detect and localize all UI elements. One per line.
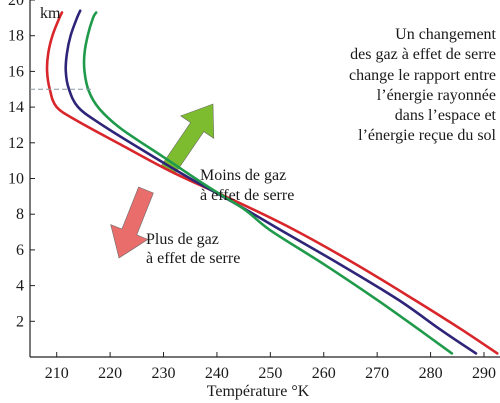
annotation-plus-line-1: Plus de gaz [146, 231, 219, 248]
x-tick-label: 280 [419, 365, 443, 382]
y-tick-label: 16 [8, 63, 24, 80]
note-line-3: change le rapport entre [349, 67, 496, 84]
series-line-1 [45, 11, 499, 355]
note-line-1: Un changement [395, 26, 496, 43]
arrow-moins-icon [160, 103, 215, 175]
y-tick-label: 12 [8, 135, 24, 152]
x-tick-label: 220 [98, 365, 122, 382]
arrows-layer [110, 103, 215, 259]
x-tick-label: 260 [312, 365, 336, 382]
series-line-3 [82, 11, 454, 355]
annotation-moins-line-2: à effet de serre [200, 187, 294, 204]
note-line-2: des gaz à effet de serre [350, 46, 496, 63]
y-tick-label: 20 [8, 0, 24, 9]
y-ticks: 2 4 6 8 10 12 14 16 18 20 [8, 0, 35, 330]
y-tick-label: 2 [16, 313, 24, 330]
y-tick-label: 10 [8, 171, 24, 188]
y-tick-label: 4 [16, 278, 24, 295]
y-tick-label: 6 [16, 242, 24, 259]
y-axis-label: km [40, 5, 61, 22]
note-line-4: l’énergie rayonnée [377, 87, 496, 104]
x-ticks: 210 220 230 240 250 260 270 280 290 [45, 352, 496, 382]
arrow-plus-icon [110, 186, 154, 259]
note-text: Un changement des gaz à effet de serre c… [349, 26, 497, 144]
note-line-6: l’énergie reçue du sol [358, 127, 496, 144]
x-tick-label: 240 [205, 365, 229, 382]
x-axis-label: Température °K [207, 383, 310, 400]
y-tick-label: 8 [16, 206, 24, 223]
annotation-moins-line-1: Moins de gaz [200, 167, 286, 184]
x-tick-label: 210 [45, 365, 69, 382]
y-tick-label: 18 [8, 28, 24, 45]
x-tick-label: 270 [365, 365, 389, 382]
x-tick-label: 230 [152, 365, 176, 382]
x-tick-label: 250 [258, 365, 282, 382]
curves-layer [45, 9, 499, 355]
annotation-plus-line-2: à effet de serre [146, 250, 240, 267]
series-line-2 [64, 9, 478, 355]
note-line-5: dans l’espace et [395, 107, 497, 124]
y-tick-label: 14 [8, 99, 24, 116]
x-tick-label: 290 [472, 365, 496, 382]
